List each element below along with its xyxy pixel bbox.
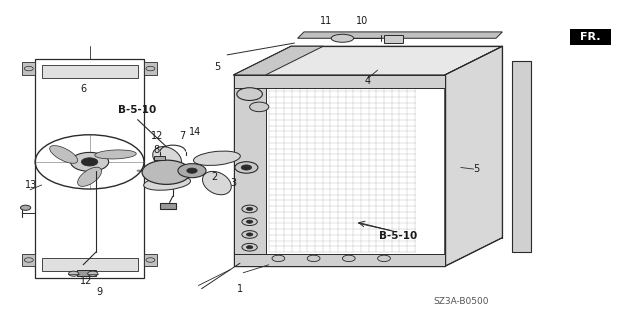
Polygon shape [512,61,531,252]
Circle shape [235,162,258,173]
Text: 12: 12 [150,130,163,141]
Circle shape [378,255,390,262]
Ellipse shape [193,151,241,166]
Ellipse shape [95,150,136,159]
Circle shape [246,220,253,223]
Ellipse shape [77,167,102,186]
Bar [160,203,176,209]
Circle shape [68,271,79,276]
Bar [384,35,403,43]
Text: 6: 6 [80,84,86,94]
Bar [570,29,611,45]
Polygon shape [144,62,157,75]
Circle shape [242,218,257,226]
Polygon shape [234,46,502,75]
Circle shape [81,158,98,166]
Circle shape [307,255,320,262]
Text: 10: 10 [355,16,368,26]
Bar [77,270,96,276]
Polygon shape [234,46,323,75]
Circle shape [242,205,257,213]
Text: 4: 4 [365,76,371,86]
Ellipse shape [142,160,191,184]
Text: 1: 1 [237,284,243,294]
Text: 14: 14 [189,127,202,137]
Polygon shape [269,89,416,252]
Circle shape [237,88,262,100]
Circle shape [241,165,252,170]
Text: 2: 2 [211,172,218,182]
Circle shape [250,102,269,112]
Ellipse shape [153,146,182,170]
Text: 12: 12 [80,276,93,286]
Polygon shape [234,254,445,266]
Polygon shape [234,75,266,266]
Circle shape [342,255,355,262]
Circle shape [242,231,257,238]
Ellipse shape [202,171,231,195]
Circle shape [178,164,206,178]
Polygon shape [144,254,157,266]
Text: FR.: FR. [580,32,601,42]
Polygon shape [234,75,445,88]
Text: 13: 13 [24,180,37,190]
Text: SZ3A-B0500: SZ3A-B0500 [433,297,488,306]
Text: 5: 5 [214,62,221,72]
Text: 11: 11 [320,16,333,26]
Polygon shape [298,32,502,38]
Text: B-5-10: B-5-10 [379,231,417,241]
Ellipse shape [332,34,353,42]
Bar [234,75,445,266]
Circle shape [88,271,98,276]
Bar [42,65,138,78]
Circle shape [20,205,31,210]
Bar [154,156,165,160]
Text: 9: 9 [96,287,102,297]
Circle shape [246,233,253,236]
Circle shape [187,168,197,173]
Polygon shape [22,62,35,75]
Polygon shape [22,254,35,266]
Bar [35,59,144,278]
Text: 5: 5 [474,164,480,174]
Circle shape [246,207,253,211]
Circle shape [246,246,253,249]
Text: 7: 7 [179,130,186,141]
Text: 3: 3 [230,178,237,189]
Ellipse shape [50,145,77,163]
Text: 8: 8 [154,145,160,155]
Bar [42,258,138,271]
Polygon shape [445,46,502,266]
Text: B-5-10: B-5-10 [118,105,157,115]
Ellipse shape [143,176,191,190]
Circle shape [70,152,109,171]
Circle shape [242,243,257,251]
Circle shape [272,255,285,262]
